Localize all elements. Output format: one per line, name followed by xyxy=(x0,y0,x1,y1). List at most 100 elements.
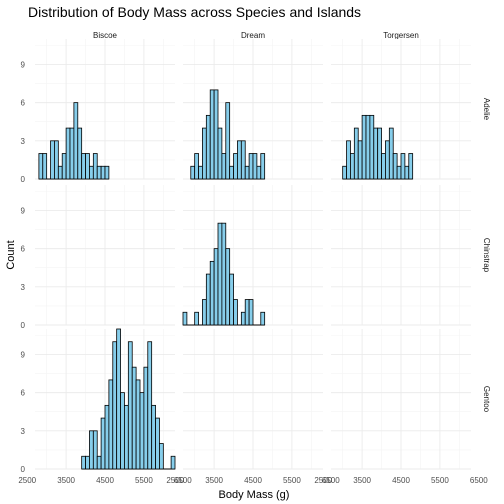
histogram-bar xyxy=(217,127,223,180)
histogram-bar xyxy=(120,392,125,470)
histogram-bar xyxy=(209,260,215,326)
histogram-bar xyxy=(38,153,44,180)
histogram-bar xyxy=(198,165,203,180)
histogram-bar xyxy=(229,165,234,180)
histogram-bar xyxy=(92,430,98,470)
strip-label-biscoe: Biscoe xyxy=(93,31,118,40)
histogram-bar xyxy=(353,127,359,180)
histogram-bar xyxy=(81,153,86,180)
strip-label-adelie: Adelie xyxy=(482,98,491,121)
histogram-bar xyxy=(237,140,242,180)
histogram-bar xyxy=(240,140,246,180)
histogram-bar xyxy=(147,341,153,470)
y-tick-label: 3 xyxy=(21,137,26,146)
histogram-bar xyxy=(213,89,219,180)
x-tick-label: 6500 xyxy=(174,476,192,485)
histogram-bar xyxy=(57,165,63,180)
histogram-bar xyxy=(77,127,83,180)
histogram-bar xyxy=(205,114,211,180)
histogram-bar xyxy=(248,153,254,180)
histogram-bar xyxy=(377,127,382,180)
histogram-bar xyxy=(388,127,394,180)
x-tick-label: 5500 xyxy=(283,476,301,485)
histogram-bar xyxy=(346,140,351,180)
histogram-bar xyxy=(408,153,414,180)
histogram-bar xyxy=(225,248,231,326)
x-tick-label: 6500 xyxy=(322,476,340,485)
panel-gentoo-dream xyxy=(183,329,323,470)
histogram-bar xyxy=(81,455,86,470)
panel-adelie-torgersen xyxy=(331,39,471,180)
panel-gentoo-biscoe xyxy=(35,328,176,470)
histogram-bar xyxy=(92,153,98,180)
panel-chinstrap-torgersen xyxy=(331,185,471,326)
histogram-bar xyxy=(209,89,215,180)
histogram-bar xyxy=(112,341,118,470)
y-tick-label: 3 xyxy=(21,283,26,292)
histogram-bar xyxy=(244,299,250,326)
y-tick-label: 6 xyxy=(21,245,26,254)
histogram-bar xyxy=(104,165,110,180)
y-tick-label: 6 xyxy=(21,99,26,108)
x-axis-label: Body Mass (g) xyxy=(219,489,290,501)
histogram-bar xyxy=(100,417,106,470)
histogram-bar xyxy=(194,311,199,326)
chart-title: Distribution of Body Mass across Species… xyxy=(28,4,361,20)
histogram-bar xyxy=(361,114,367,180)
histogram-bar xyxy=(202,299,207,326)
histogram-bar xyxy=(65,127,71,180)
histogram-bar xyxy=(151,404,156,470)
y-tick-label: 0 xyxy=(21,175,26,184)
strip-label-dream: Dream xyxy=(241,31,265,40)
histogram-bar xyxy=(89,430,94,470)
histogram-bar xyxy=(190,165,196,180)
y-axis-label: Count xyxy=(5,240,17,269)
histogram-bar xyxy=(131,366,137,470)
histogram-bar xyxy=(256,165,262,180)
histogram-bar xyxy=(100,165,106,180)
histogram-bar xyxy=(202,127,207,180)
y-tick-label: 6 xyxy=(21,389,26,398)
panel-chinstrap-dream xyxy=(182,185,323,326)
histogram-bar xyxy=(252,153,258,180)
x-tick-label: 5500 xyxy=(135,476,153,485)
histogram-bar xyxy=(89,165,94,180)
histogram-bar xyxy=(213,248,219,326)
x-tick-label: 2500 xyxy=(314,476,332,485)
histogram-bar xyxy=(225,102,231,180)
histogram-bar xyxy=(104,404,110,470)
histogram-bar xyxy=(96,455,102,470)
histogram-bar xyxy=(182,311,188,326)
histogram-bar xyxy=(194,153,199,180)
histogram-bar xyxy=(124,404,129,470)
histogram-bar xyxy=(244,165,250,180)
strip-label-chinstrap: Chinstrap xyxy=(482,238,491,273)
facet-panels: Biscoe Dream Torgersen Adelie Chinstrap Gento… xyxy=(18,31,491,485)
histogram-bar xyxy=(205,273,211,326)
x-tick-label: 2500 xyxy=(166,476,184,485)
histogram-bar xyxy=(135,379,141,470)
histogram-bar xyxy=(404,165,410,180)
histogram-bar xyxy=(159,443,164,470)
x-tick-label: 3500 xyxy=(353,476,371,485)
histogram-bar xyxy=(42,153,48,180)
histogram-bar xyxy=(350,153,355,180)
y-tick-label: 9 xyxy=(21,60,26,69)
histogram-bar xyxy=(396,165,402,180)
histogram-bar xyxy=(217,222,223,326)
panel-chinstrap-biscoe xyxy=(35,185,175,326)
x-tick-label: 4500 xyxy=(392,476,410,485)
histogram-bar xyxy=(108,379,114,470)
x-tick-label: 4500 xyxy=(96,476,114,485)
x-tick-label: 2500 xyxy=(18,476,36,485)
histogram-bar xyxy=(170,455,176,470)
histogram-bar xyxy=(85,153,90,180)
x-tick-label: 5500 xyxy=(431,476,449,485)
y-tick-label: 0 xyxy=(21,321,26,330)
histogram-bar xyxy=(127,341,133,470)
panel-adelie-biscoe xyxy=(35,39,175,180)
histogram-bar xyxy=(221,222,227,326)
histogram-bar xyxy=(96,165,102,180)
y-tick-label: 9 xyxy=(21,350,26,359)
panel-gentoo-torgersen xyxy=(331,329,471,470)
